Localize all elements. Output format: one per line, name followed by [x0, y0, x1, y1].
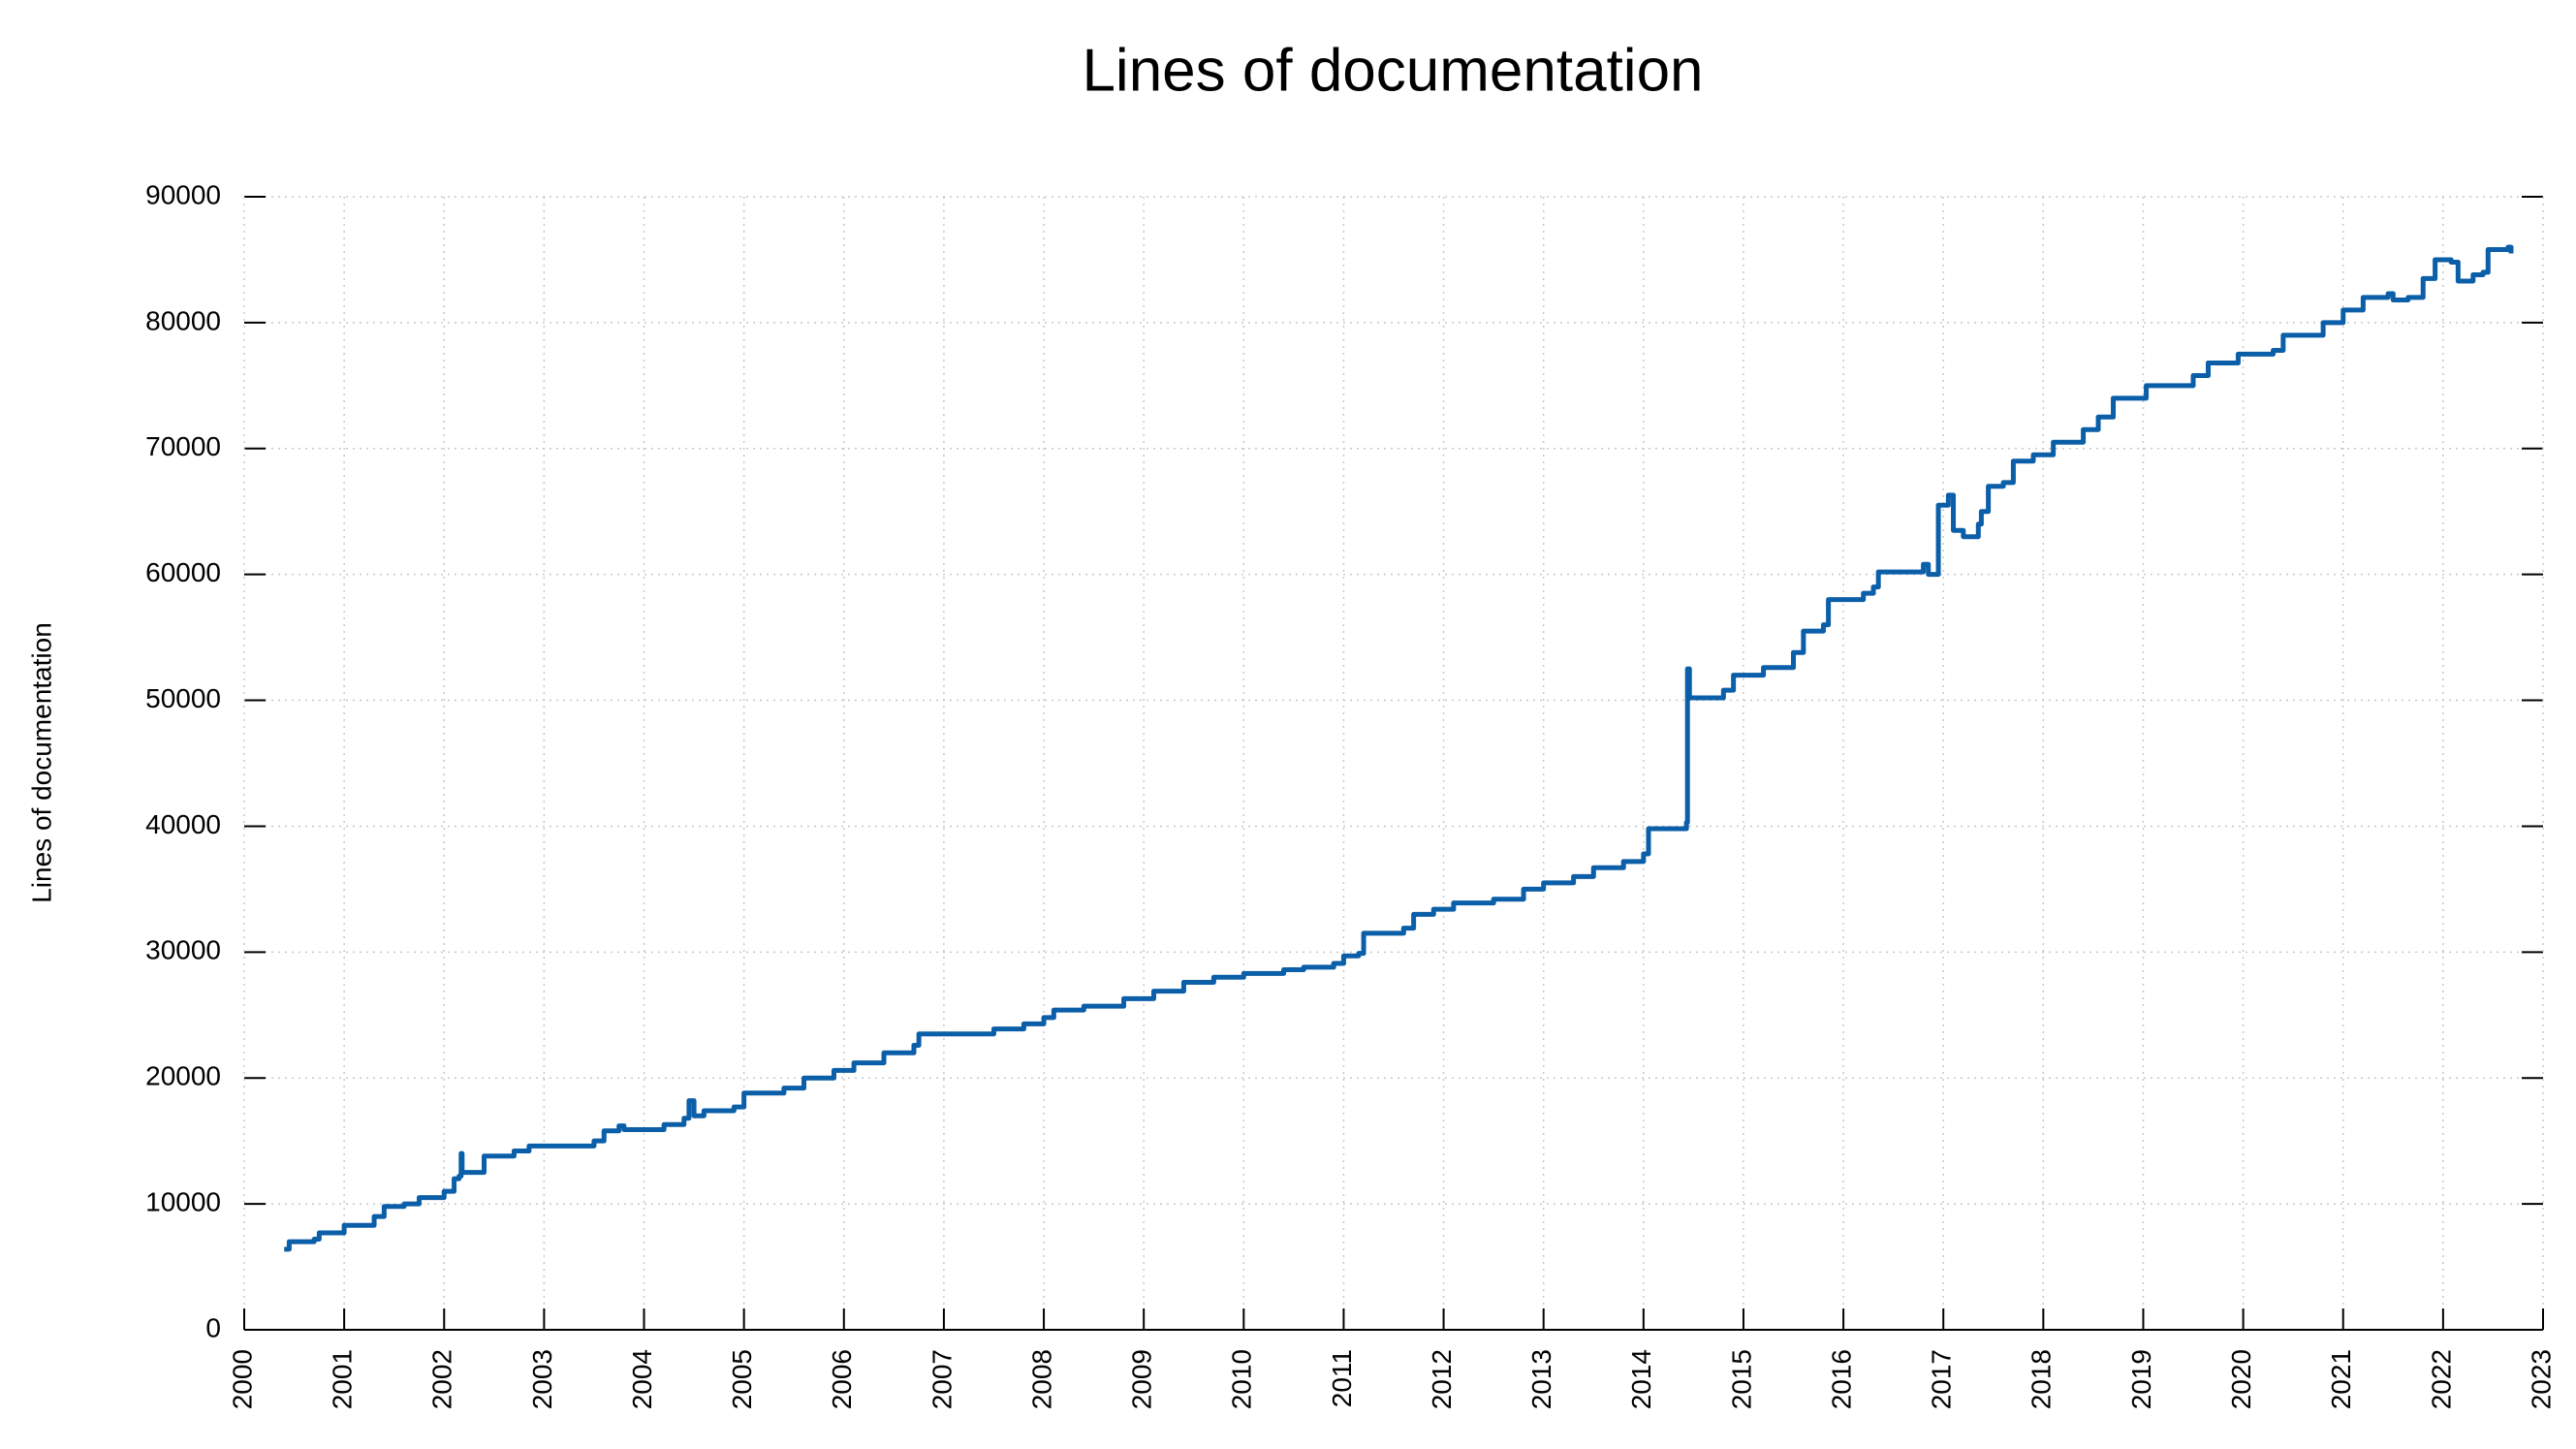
x-tick-label: 2019: [2126, 1349, 2156, 1409]
chart-title: Lines of documentation: [1082, 37, 1703, 104]
x-tick-label: 2012: [1427, 1349, 1457, 1409]
x-tick-label: 2001: [328, 1349, 358, 1409]
x-tick-label: 2020: [2226, 1349, 2256, 1409]
x-tick-label: 2017: [1927, 1349, 1957, 1409]
data-line: [284, 244, 2514, 1252]
x-tick-label: 2014: [1626, 1349, 1656, 1409]
x-tick-label: 2003: [527, 1349, 557, 1409]
x-tick-label: 2021: [2326, 1349, 2356, 1409]
y-tick-label: 50000: [145, 683, 221, 713]
x-tick-label: 2009: [1127, 1349, 1157, 1409]
x-tick-label: 2022: [2426, 1349, 2456, 1409]
y-axis-label: Lines of documentation: [26, 622, 56, 903]
y-tick-label: 30000: [145, 935, 221, 965]
y-tick-label: 0: [205, 1312, 221, 1342]
x-tick-label: 2023: [2526, 1349, 2556, 1409]
x-tick-label: 2005: [727, 1349, 757, 1409]
y-tick-label: 80000: [145, 305, 221, 335]
y-tick-label: 20000: [145, 1061, 221, 1091]
x-tick-label: 2015: [1726, 1349, 1756, 1409]
x-tick-label: 2010: [1227, 1349, 1257, 1409]
x-tick-label: 2016: [1826, 1349, 1856, 1409]
x-tick-label: 2007: [927, 1349, 957, 1409]
x-tick-label: 2018: [2026, 1349, 2057, 1409]
y-tick-label: 40000: [145, 809, 221, 839]
x-tick-label: 2011: [1327, 1349, 1357, 1407]
x-tick-label: 2000: [227, 1349, 257, 1409]
y-tick-label: 10000: [145, 1187, 221, 1217]
x-tick-label: 2013: [1526, 1349, 1556, 1409]
x-tick-label: 2004: [627, 1349, 657, 1409]
x-tick-label: 2002: [427, 1349, 457, 1409]
y-tick-label: 70000: [145, 431, 221, 461]
x-tick-label: 2006: [827, 1349, 857, 1409]
y-tick-label: 60000: [145, 557, 221, 587]
x-tick-label: 2008: [1026, 1349, 1056, 1409]
y-tick-label: 90000: [145, 179, 221, 209]
